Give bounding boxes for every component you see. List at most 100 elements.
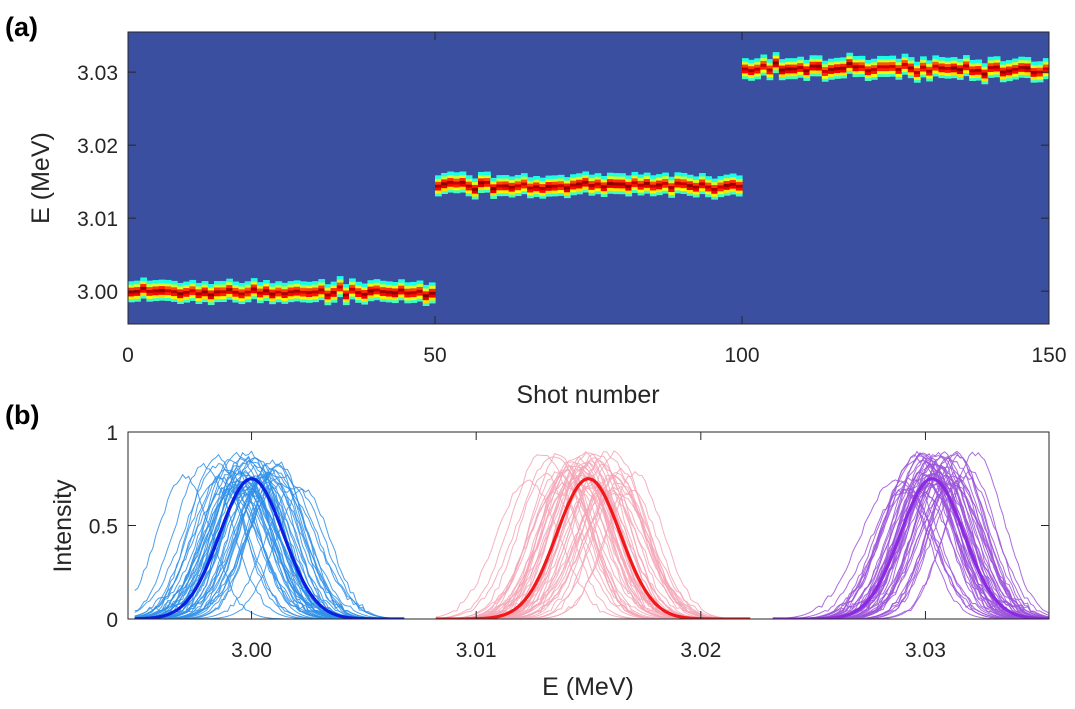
heatmap-cell — [269, 300, 276, 305]
heatmap-cell — [803, 71, 811, 76]
heatmap-cell — [146, 289, 154, 293]
heatmap-cell — [570, 177, 577, 181]
heatmap-cell — [238, 288, 246, 293]
heatmap-cell — [913, 64, 921, 69]
heatmap-cell — [471, 181, 479, 185]
heatmap-cell — [668, 188, 676, 192]
heatmap-cell — [189, 297, 197, 301]
heatmap-cell — [1006, 63, 1013, 67]
heatmap-cell — [275, 298, 283, 303]
heatmap-cell — [539, 183, 547, 187]
heatmap-cell — [674, 186, 682, 191]
heatmap-cell — [484, 183, 491, 187]
heatmap-cell — [201, 298, 209, 303]
heatmap-cell — [993, 70, 1001, 75]
heatmap-cell — [355, 281, 362, 286]
heatmap-cell — [232, 299, 240, 303]
heatmap-cell — [146, 295, 154, 299]
heatmap-cell — [643, 187, 651, 191]
heatmap-cell — [404, 293, 412, 298]
heatmap-cell — [557, 174, 565, 179]
heatmap-cell — [306, 299, 313, 303]
heatmap-cell — [164, 279, 172, 284]
heatmap-cell — [877, 67, 884, 72]
heatmap-cell — [428, 297, 436, 301]
heatmap-cell — [686, 186, 694, 190]
heatmap-cell — [907, 57, 915, 61]
heatmap-cell — [508, 182, 516, 186]
heatmap-cell — [238, 291, 246, 296]
heatmap-cell — [244, 298, 252, 303]
heatmap-x-tick-label: 0 — [122, 344, 134, 367]
heatmap-cell — [1030, 64, 1038, 69]
heatmap-cell — [809, 72, 817, 77]
heatmap-cell — [643, 190, 651, 194]
heatmap-cell — [576, 184, 583, 189]
heatmap-cell — [477, 183, 485, 188]
heatmap-cell — [570, 185, 577, 190]
heatmap-cell — [944, 63, 952, 68]
heatmap-cell — [784, 72, 792, 77]
heatmap-cell — [207, 286, 215, 291]
heatmap-cell — [250, 295, 258, 300]
heatmap-cell — [134, 298, 141, 302]
heatmap-cell — [220, 298, 227, 302]
heatmap-cell — [373, 282, 381, 286]
heatmap-cell — [803, 65, 811, 70]
heatmap-cell — [870, 67, 878, 72]
heatmap-cell — [177, 291, 184, 296]
heatmap-cell — [496, 175, 504, 179]
heatmap-cell — [128, 287, 135, 291]
heatmap-cell — [1006, 77, 1013, 82]
heatmap-cell — [422, 296, 430, 301]
heatmap-cell — [392, 290, 399, 295]
heatmap-y-tick-label: 3.01 — [77, 208, 118, 231]
heatmap-cell — [435, 184, 442, 188]
heatmap-cell — [791, 64, 798, 68]
heatmap-cell — [840, 74, 847, 79]
heatmap-cell — [723, 192, 731, 196]
heatmap-cell — [1030, 70, 1038, 74]
heatmap-cell — [299, 287, 307, 291]
heatmap-cell — [201, 283, 209, 288]
heatmap-cell — [674, 189, 682, 194]
heatmap-cell — [778, 76, 786, 81]
heatmap-cell — [864, 59, 872, 64]
heatmap-cell — [318, 287, 326, 292]
heatmap-cell — [656, 179, 663, 184]
heatmap-cell — [662, 187, 669, 191]
heatmap-cell — [834, 57, 841, 62]
group-3-shot-line — [772, 450, 1049, 619]
heatmap-cell — [128, 298, 135, 303]
heatmap-cell — [441, 178, 448, 183]
heatmap-cell — [993, 67, 1001, 72]
heatmap-cell — [858, 58, 866, 63]
heatmap-cell — [140, 277, 148, 282]
heatmap-cell — [576, 190, 583, 195]
heatmap-cell — [748, 62, 755, 67]
heatmap-cell — [735, 184, 743, 188]
heatmap-cell — [975, 74, 983, 78]
heatmap-cell — [987, 56, 995, 61]
heatmap-cell — [901, 62, 909, 66]
heatmap-cell — [600, 181, 608, 186]
heatmap-cell — [975, 59, 983, 64]
heatmap-cell — [613, 181, 620, 186]
group-2-shot-line — [435, 471, 751, 619]
heatmap-cell — [711, 178, 719, 183]
heatmap-cell — [299, 281, 307, 285]
heatmap-cell — [815, 72, 823, 77]
heatmap-cell — [877, 55, 884, 60]
heatmap-cell — [993, 65, 1001, 69]
heatmap-cell — [514, 186, 522, 191]
heatmap-cell — [152, 280, 160, 284]
heatmap-cell — [490, 195, 497, 199]
heatmap-cell — [557, 192, 565, 196]
heatmap-cell — [336, 281, 344, 286]
heatmap-cell — [834, 63, 841, 68]
heatmap-cell — [312, 289, 319, 294]
heatmap-cell — [735, 192, 743, 197]
heatmap-cell — [1042, 58, 1049, 62]
heatmap-cell — [477, 177, 485, 182]
heatmap-cell — [791, 72, 798, 77]
